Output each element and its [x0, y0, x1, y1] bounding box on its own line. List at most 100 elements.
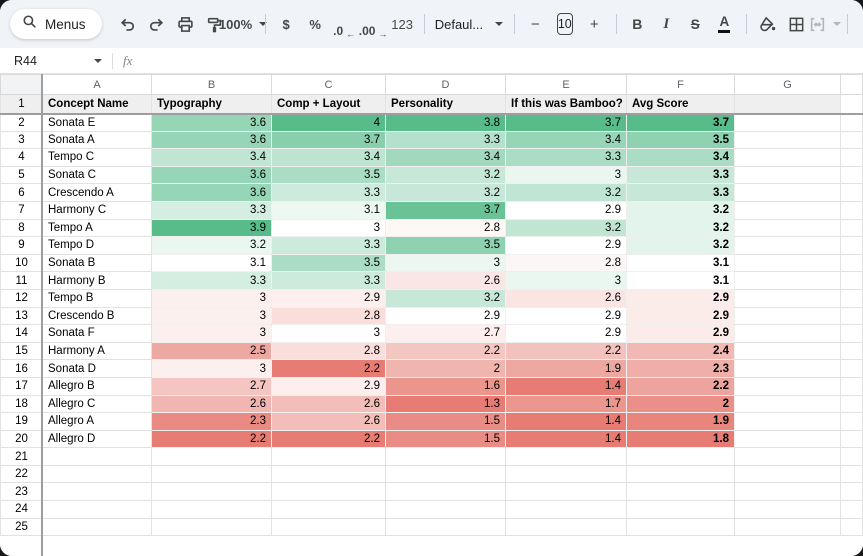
cell-E14[interactable]: 2.9 [505, 324, 627, 343]
cell-F6[interactable]: 3.3 [626, 183, 735, 202]
cell-C17[interactable]: 2.9 [271, 376, 386, 396]
cell-H17[interactable] [840, 376, 863, 396]
cell-B7[interactable]: 3.3 [151, 200, 272, 220]
cell-C23[interactable] [271, 482, 386, 502]
row-header-8[interactable]: 8 [0, 218, 43, 238]
cell-H9[interactable] [840, 236, 863, 255]
cell-G23[interactable] [734, 482, 841, 502]
cell-G13[interactable] [734, 306, 841, 326]
cell-C8[interactable]: 3 [271, 218, 386, 238]
cell-H4[interactable] [840, 148, 863, 167]
cell-D11[interactable]: 2.6 [385, 271, 506, 290]
row-header-23[interactable]: 23 [0, 482, 43, 502]
cell-A11[interactable]: Harmony B [42, 271, 152, 290]
cell-E11[interactable]: 3 [505, 271, 627, 290]
cell-E8[interactable]: 3.2 [505, 218, 627, 238]
cell-D6[interactable]: 3.2 [385, 183, 506, 202]
cell-B5[interactable]: 3.6 [151, 165, 272, 185]
cell-C12[interactable]: 2.9 [271, 288, 386, 308]
cell-G22[interactable] [734, 464, 841, 484]
cell-F15[interactable]: 2.4 [626, 341, 735, 361]
font-select[interactable]: Defaul... [432, 10, 506, 38]
cell-H25[interactable] [840, 517, 863, 537]
cell-C7[interactable]: 3.1 [271, 200, 386, 220]
cell-H15[interactable] [840, 341, 863, 361]
cell-B10[interactable]: 3.1 [151, 253, 272, 273]
cell-G11[interactable] [734, 271, 841, 290]
cell-A8[interactable]: Tempo A [42, 218, 152, 238]
cell-E19[interactable]: 1.4 [505, 412, 627, 431]
cell-H5[interactable] [840, 165, 863, 185]
row-header-25[interactable]: 25 [0, 517, 43, 537]
cell-E24[interactable] [505, 500, 627, 519]
cell-D20[interactable]: 1.5 [385, 429, 506, 449]
cell-G25[interactable] [734, 517, 841, 537]
cell-C21[interactable] [271, 447, 386, 466]
cell-F4[interactable]: 3.4 [626, 148, 735, 167]
cell-C2[interactable]: 4 [271, 113, 386, 132]
column-header-A[interactable]: A [42, 74, 152, 95]
format-currency-button[interactable]: $ [273, 10, 300, 38]
column-header-partial[interactable] [840, 74, 863, 95]
cell-B9[interactable]: 3.2 [151, 236, 272, 255]
cell-D5[interactable]: 3.2 [385, 165, 506, 185]
cell-A19[interactable]: Allegro A [42, 412, 152, 431]
row-header-10[interactable]: 10 [0, 253, 43, 273]
print-button[interactable] [172, 10, 199, 38]
cell-A20[interactable]: Allegro D [42, 429, 152, 449]
strikethrough-button[interactable]: S [682, 10, 709, 38]
cell-B3[interactable]: 3.6 [151, 130, 272, 150]
row-header-4[interactable]: 4 [0, 148, 43, 167]
cell-F8[interactable]: 3.2 [626, 218, 735, 238]
cell-H3[interactable] [840, 130, 863, 150]
cell-F3[interactable]: 3.5 [626, 130, 735, 150]
cell-F21[interactable] [626, 447, 735, 466]
cell-A21[interactable] [42, 447, 152, 466]
cell-H24[interactable] [840, 500, 863, 519]
cell-C22[interactable] [271, 464, 386, 484]
cell-D18[interactable]: 1.3 [385, 394, 506, 414]
column-header-C[interactable]: C [271, 74, 386, 95]
font-size-input[interactable]: 10 [556, 13, 573, 35]
cell-F25[interactable] [626, 517, 735, 537]
cell-C14[interactable]: 3 [271, 324, 386, 343]
cell-H12[interactable] [840, 288, 863, 308]
column-header-F[interactable]: F [626, 74, 735, 95]
cell-E2[interactable]: 3.7 [505, 113, 627, 132]
cell-G14[interactable] [734, 324, 841, 343]
row-header-22[interactable]: 22 [0, 464, 43, 484]
italic-button[interactable]: I [653, 10, 680, 38]
cell-G3[interactable] [734, 130, 841, 150]
cell-H2[interactable] [840, 113, 863, 132]
cell-H21[interactable] [840, 447, 863, 466]
row-header-19[interactable]: 19 [0, 412, 43, 431]
cell-G5[interactable] [734, 165, 841, 185]
cell-B19[interactable]: 2.3 [151, 412, 272, 431]
cell-B1[interactable]: Typography [151, 94, 272, 115]
cell-F14[interactable]: 2.9 [626, 324, 735, 343]
cell-D8[interactable]: 2.8 [385, 218, 506, 238]
cell-D14[interactable]: 2.7 [385, 324, 506, 343]
cell-A7[interactable]: Harmony C [42, 200, 152, 220]
column-header-E[interactable]: E [505, 74, 627, 95]
cell-B17[interactable]: 2.7 [151, 376, 272, 396]
cell-E13[interactable]: 2.9 [505, 306, 627, 326]
cell-F19[interactable]: 1.9 [626, 412, 735, 431]
row-header-2[interactable]: 2 [0, 113, 43, 132]
increase-font-size-button[interactable]: + [581, 10, 608, 38]
cell-A1[interactable]: Concept Name [42, 94, 152, 115]
cell-A23[interactable] [42, 482, 152, 502]
cell-A22[interactable] [42, 464, 152, 484]
cell-G18[interactable] [734, 394, 841, 414]
cell-F17[interactable]: 2.2 [626, 376, 735, 396]
decrease-decimal-button[interactable]: .0 ← [331, 10, 358, 39]
cell-B22[interactable] [151, 464, 272, 484]
cell-F10[interactable]: 3.1 [626, 253, 735, 273]
cell-H22[interactable] [840, 464, 863, 484]
cell-G7[interactable] [734, 200, 841, 220]
cell-A15[interactable]: Harmony A [42, 341, 152, 361]
cell-H11[interactable] [840, 271, 863, 290]
cell-F20[interactable]: 1.8 [626, 429, 735, 449]
cell-E10[interactable]: 2.8 [505, 253, 627, 273]
cell-C10[interactable]: 3.5 [271, 253, 386, 273]
